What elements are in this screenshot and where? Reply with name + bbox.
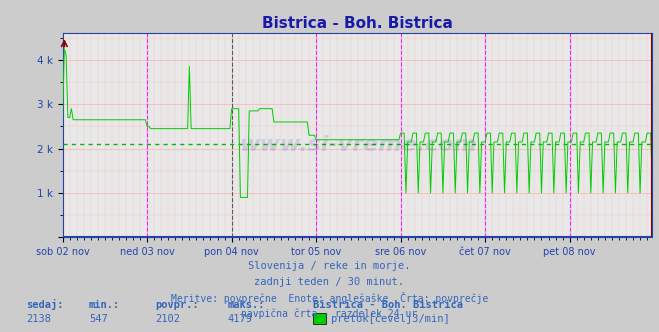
Text: www.si-vreme.com: www.si-vreme.com (239, 135, 476, 155)
Text: 4179: 4179 (227, 314, 252, 324)
Title: Bistrica - Boh. Bistrica: Bistrica - Boh. Bistrica (262, 16, 453, 31)
Text: zadnji teden / 30 minut.: zadnji teden / 30 minut. (254, 277, 405, 287)
Text: 2138: 2138 (26, 314, 51, 324)
Text: 2102: 2102 (155, 314, 180, 324)
Text: sedaj:: sedaj: (26, 299, 64, 310)
Text: Meritve: povprečne  Enote: anglešaške  Črta: povprečje: Meritve: povprečne Enote: anglešaške Črt… (171, 292, 488, 304)
Text: navpična črta - razdelek 24 ur: navpična črta - razdelek 24 ur (241, 308, 418, 319)
Text: Bistrica - Boh. Bistrica: Bistrica - Boh. Bistrica (313, 300, 463, 310)
Text: pretok[čevelj3/min]: pretok[čevelj3/min] (331, 313, 450, 324)
Text: min.:: min.: (89, 300, 120, 310)
Text: maks.:: maks.: (227, 300, 265, 310)
Text: Slovenija / reke in morje.: Slovenija / reke in morje. (248, 261, 411, 271)
Text: 547: 547 (89, 314, 107, 324)
Text: povpr.:: povpr.: (155, 300, 198, 310)
